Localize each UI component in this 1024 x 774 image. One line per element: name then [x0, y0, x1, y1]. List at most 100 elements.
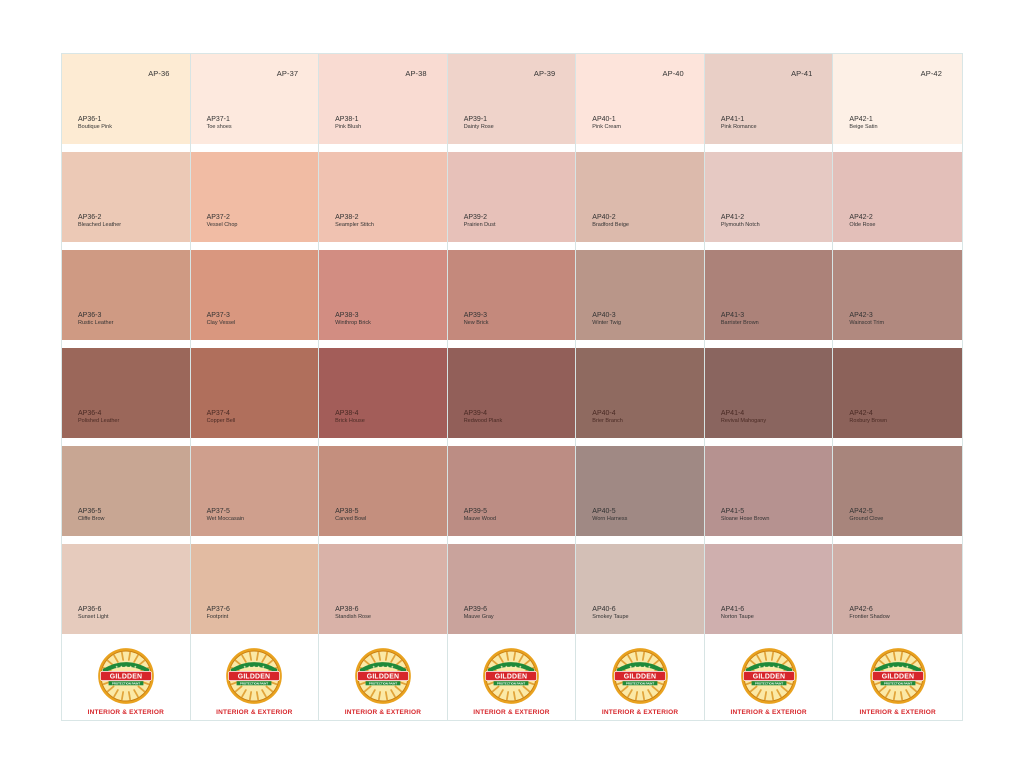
svg-text:PROTECTION PAINT: PROTECTION PAINT — [369, 681, 397, 685]
brand-tagline: INTERIOR & EXTERIOR — [730, 708, 807, 716]
color-swatch[interactable]: AP36-2 Bleached Leather — [62, 152, 190, 242]
swatch-name: Carved Bowl — [335, 516, 367, 522]
color-swatch[interactable]: AP37-6 Footprint — [190, 544, 319, 634]
swatch-code: AP37-1 — [206, 116, 230, 123]
swatch-code: AP42-3 — [849, 312, 873, 319]
color-swatch[interactable]: AP40-2 Bradford Beige — [576, 152, 704, 242]
color-column-ap-40: AP-40 AP40-1 Pink Cream AP40-2 Bradford Beig… — [576, 54, 705, 720]
color-swatch[interactable]: AP37-4 Copper Bell — [190, 348, 319, 438]
color-swatch[interactable]: AP39-4 Redwood Plank — [447, 348, 576, 438]
color-swatch[interactable]: AP40-5 Worn Harness — [576, 446, 704, 536]
color-swatch[interactable]: AP37-5 Wet Moccasain — [190, 446, 319, 536]
color-swatch[interactable]: AP41-6 Norton Taupe — [704, 544, 833, 634]
swatch-name: Plymouth Notch — [720, 222, 760, 228]
color-swatch[interactable]: AP36-6 Sunset Light — [62, 544, 190, 634]
svg-text:PROTECTION PAINT: PROTECTION PAINT — [755, 681, 783, 685]
color-swatch[interactable]: AP-38 AP38-1 Pink Blush — [319, 54, 447, 144]
color-swatch[interactable]: AP-36 AP36-1 Boutique Pink — [62, 54, 190, 144]
swatch-name: Vessel Chop — [206, 222, 238, 228]
svg-text:GILDDEN: GILDDEN — [881, 673, 914, 680]
color-swatch[interactable]: AP-39 AP39-1 Dainty Rose — [447, 54, 576, 144]
swatch-name: Clay Vessel — [206, 320, 236, 326]
swatch-code: AP36-6 — [78, 606, 102, 613]
swatch-code: AP40-1 — [592, 116, 616, 123]
color-swatch[interactable]: AP39-6 Mauve Gray — [447, 544, 576, 634]
color-swatch[interactable]: AP40-3 Winter Twig — [576, 250, 704, 340]
color-swatch[interactable]: AP40-4 Brier Branch — [576, 348, 704, 438]
color-swatch[interactable]: AP39-3 New Brick — [447, 250, 576, 340]
color-swatch[interactable]: AP42-6 Frontier Shadow — [833, 544, 962, 634]
color-swatch[interactable]: AP36-4 Polished Leather — [62, 348, 190, 438]
color-swatch[interactable]: AP39-5 Mauve Wood — [447, 446, 576, 536]
svg-text:★: ★ — [244, 664, 247, 668]
color-swatch[interactable]: AP38-3 Winthrop Brick — [319, 250, 447, 340]
color-swatch[interactable]: AP37-3 Clay Vessel — [190, 250, 319, 340]
group-code: AP-41 — [791, 69, 813, 78]
color-swatch[interactable]: AP-40 AP40-1 Pink Cream — [576, 54, 704, 144]
color-swatch[interactable]: AP40-6 Smokey Taupe — [576, 544, 704, 634]
svg-text:★: ★ — [124, 664, 127, 668]
swatch-name: Brick House — [335, 418, 365, 424]
swatch-name: Redwood Plank — [463, 418, 503, 424]
group-code: AP-38 — [405, 69, 427, 78]
swatch-code: AP42-1 — [849, 116, 873, 123]
svg-text:★: ★ — [639, 664, 642, 668]
swatch-code: AP38-5 — [335, 508, 359, 515]
swatch-code: AP40-3 — [592, 312, 616, 319]
color-swatch[interactable]: AP42-4 Roxbury Brown — [833, 348, 962, 438]
swatch-name: Wet Moccasain — [206, 516, 245, 522]
group-code: AP-42 — [920, 69, 942, 78]
color-swatch[interactable]: AP36-5 Cliffe Brow — [62, 446, 190, 536]
color-swatch[interactable]: AP41-2 Plymouth Notch — [704, 152, 833, 242]
swatch-name: Cliffe Brow — [78, 516, 105, 522]
swatch-name: Smokey Taupe — [592, 614, 629, 620]
swatch-code: AP36-5 — [78, 508, 102, 515]
color-swatch[interactable]: AP42-5 Ground Clove — [833, 446, 962, 536]
svg-text:★: ★ — [501, 664, 504, 668]
swatch-name: Pink Cream — [592, 124, 622, 130]
color-swatch[interactable]: AP39-2 Prairien Dust — [447, 152, 576, 242]
color-swatch[interactable]: AP41-5 Sloane Hose Brown — [704, 446, 833, 536]
swatch-code: AP41-2 — [720, 214, 745, 221]
color-swatch[interactable]: AP37-2 Vessel Chop — [190, 152, 319, 242]
color-swatch[interactable]: AP38-5 Carved Bowl — [319, 446, 447, 536]
swatch-name: Mauve Gray — [463, 614, 494, 620]
color-swatch[interactable]: AP-37 AP37-1 Toe shoes — [190, 54, 319, 144]
swatch-name: Pink Blush — [335, 124, 362, 130]
color-swatch[interactable]: AP41-3 Barrister Brown — [704, 250, 833, 340]
svg-text:★: ★ — [515, 664, 518, 668]
svg-text:★: ★ — [767, 664, 770, 668]
color-swatch[interactable]: AP42-3 Wainscot Trim — [833, 250, 962, 340]
swatch-code: AP42-6 — [849, 606, 873, 613]
svg-text:★: ★ — [248, 664, 251, 668]
swatch-code: AP37-4 — [206, 410, 230, 417]
swatch-code: AP38-2 — [335, 214, 359, 221]
swatch-code: AP42-2 — [849, 214, 873, 221]
color-column-ap-42: AP-42 AP42-1 Beige Satin AP42-2 Olde Rose AP4… — [833, 54, 962, 720]
color-swatch[interactable]: AP42-2 Olde Rose — [833, 152, 962, 242]
color-swatch[interactable]: AP38-4 Brick House — [319, 348, 447, 438]
color-swatch[interactable]: AP38-2 Seampler Stitch — [319, 152, 447, 242]
group-code: AP-36 — [148, 69, 170, 78]
svg-text:PROTECTION PAINT: PROTECTION PAINT — [626, 681, 654, 685]
color-swatch[interactable]: AP38-6 Standish Rose — [319, 544, 447, 634]
svg-text:★: ★ — [120, 664, 123, 668]
color-swatch[interactable]: AP-42 AP42-1 Beige Satin — [833, 54, 962, 144]
svg-text:GILDDEN: GILDDEN — [238, 673, 271, 680]
svg-text:★: ★ — [115, 664, 118, 668]
swatch-code: AP38-3 — [335, 312, 359, 319]
brand-logo-cell: GILDDEN PROTECTION PAINT ★ ★ ★ ★ ★ INTERIOR & E… — [62, 642, 190, 720]
swatch-code: AP40-6 — [592, 606, 616, 613]
gildden-logo-icon: GILDDEN PROTECTION PAINT ★ ★ ★ ★ ★ — [482, 647, 540, 705]
color-swatch[interactable]: AP-41 AP41-1 Pink Romance — [704, 54, 833, 144]
gildden-logo-icon: GILDDEN PROTECTION PAINT ★ ★ ★ ★ ★ — [611, 647, 669, 705]
swatch-name: Footprint — [206, 614, 229, 620]
swatch-name: Dainty Rose — [463, 124, 494, 130]
swatch-name: Polished Leather — [78, 418, 120, 424]
swatch-name: Copper Bell — [206, 418, 236, 424]
swatch-code: AP39-5 — [463, 508, 488, 515]
color-swatch[interactable]: AP36-3 Rustic Leather — [62, 250, 190, 340]
svg-text:★: ★ — [905, 664, 908, 668]
swatch-name: Roxbury Brown — [849, 418, 888, 424]
color-swatch[interactable]: AP41-4 Revival Mahogany — [704, 348, 833, 438]
